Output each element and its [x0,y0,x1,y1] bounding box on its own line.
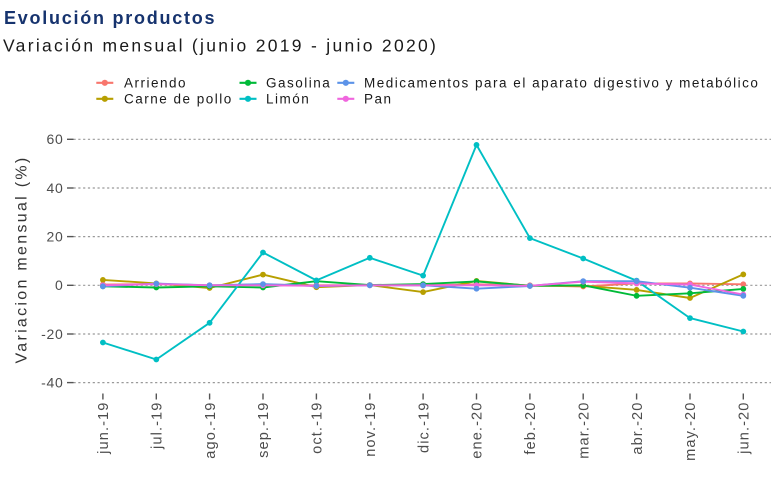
svg-text:nov.-19: nov.-19 [363,402,379,457]
svg-text:jun.-19: jun.-19 [96,402,112,455]
svg-text:Medicamentos para el aparato d: Medicamentos para el aparato digestivo y… [364,76,759,91]
svg-text:Variacion mensual (%): Variacion mensual (%) [14,155,31,363]
svg-text:Pan: Pan [364,92,393,107]
svg-text:-40: -40 [41,374,63,390]
svg-text:abr.-20: abr.-20 [630,402,646,455]
svg-text:oct.-19: oct.-19 [310,402,326,454]
svg-text:ene.-20: ene.-20 [470,402,486,459]
svg-text:-20: -20 [41,326,63,342]
svg-text:jul.-19: jul.-19 [150,402,166,450]
svg-text:jun.-20: jun.-20 [737,402,753,455]
svg-text:sep.-19: sep.-19 [256,402,272,458]
svg-text:40: 40 [47,180,64,196]
svg-text:Arriendo: Arriendo [124,76,187,91]
svg-text:Gasolina: Gasolina [266,76,331,91]
svg-text:dic.-19: dic.-19 [416,402,432,454]
svg-text:ago.-19: ago.-19 [203,402,219,459]
svg-text:0: 0 [55,277,64,293]
svg-text:Evolución productos: Evolución productos [4,8,216,28]
svg-text:mar.-20: mar.-20 [576,402,592,459]
svg-text:Limón: Limón [266,92,310,107]
svg-text:Variación mensual (junio 2019: Variación mensual (junio 2019 - junio 20… [3,36,438,56]
svg-text:60: 60 [47,131,64,147]
svg-text:20: 20 [47,228,64,244]
svg-text:feb.-20: feb.-20 [523,402,539,455]
svg-text:may.-20: may.-20 [683,402,699,461]
svg-text:Carne de pollo: Carne de pollo [124,92,233,107]
